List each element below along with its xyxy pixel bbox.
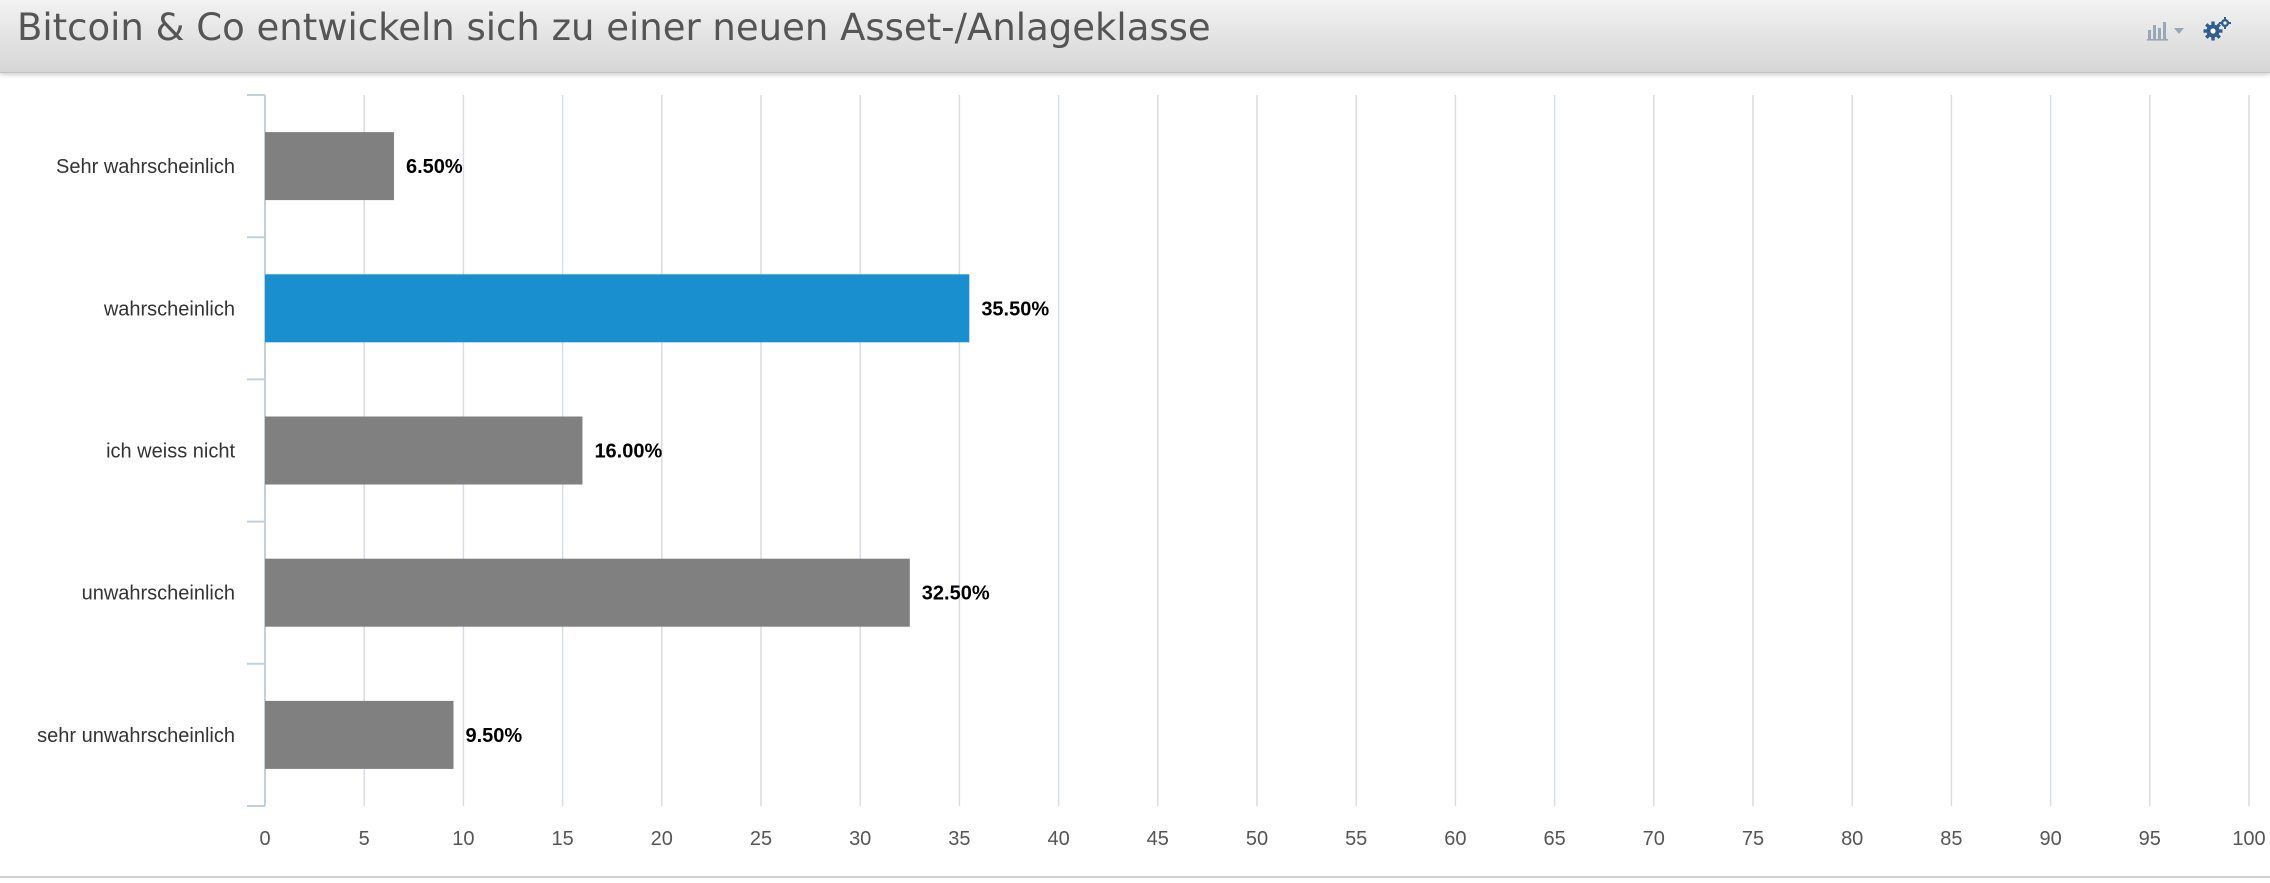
x-tick-label: 80 bbox=[1841, 828, 1863, 850]
category-label: unwahrscheinlich bbox=[82, 583, 235, 605]
x-tick-label: 95 bbox=[2139, 828, 2161, 850]
bar-chart: 0 5 10 15 20 25 30 35 40 45 50 55 60 65 70 75 80 85 90 95 10… bbox=[37, 94, 2266, 850]
category-label: Sehr wahrscheinlich bbox=[56, 156, 235, 178]
settings-button[interactable] bbox=[2202, 16, 2232, 44]
data-label: 35.50% bbox=[981, 298, 1049, 320]
x-tick-label: 15 bbox=[551, 828, 573, 850]
x-tick-label: 70 bbox=[1643, 828, 1665, 850]
category-label: sehr unwahrscheinlich bbox=[37, 725, 235, 747]
chart-area: 0 5 10 15 20 25 30 35 40 45 50 55 60 65 70 75 80 85 90 95 10… bbox=[0, 73, 2270, 878]
chart-header: Bitcoin & Co entwickeln sich zu einer ne… bbox=[0, 0, 2270, 73]
caret-down-icon bbox=[2174, 28, 2184, 34]
bar-chart-icon bbox=[2147, 22, 2168, 41]
bar[interactable] bbox=[265, 132, 394, 201]
x-tick-label: 45 bbox=[1147, 828, 1169, 850]
chart-type-button[interactable] bbox=[2146, 19, 2186, 41]
x-tick-label: 0 bbox=[259, 828, 270, 850]
x-tick-label: 100 bbox=[2232, 828, 2265, 850]
x-tick-label: 5 bbox=[359, 828, 370, 850]
x-tick-label: 20 bbox=[651, 828, 673, 850]
category-label: ich weiss nicht bbox=[106, 441, 235, 463]
x-tick-label: 40 bbox=[1047, 828, 1069, 850]
x-tick-label: 35 bbox=[948, 828, 970, 850]
category-label: wahrscheinlich bbox=[103, 298, 235, 320]
bar[interactable] bbox=[265, 416, 583, 485]
bottom-border bbox=[0, 876, 2270, 878]
data-label: 32.50% bbox=[922, 583, 990, 605]
data-label: 16.00% bbox=[594, 441, 662, 463]
data-label: 6.50% bbox=[406, 156, 463, 178]
x-tick-label: 30 bbox=[849, 828, 871, 850]
bar[interactable] bbox=[265, 700, 454, 769]
x-tick-label: 10 bbox=[452, 828, 474, 850]
data-label: 9.50% bbox=[465, 725, 522, 747]
bar[interactable] bbox=[265, 558, 910, 627]
x-tick-label: 85 bbox=[1940, 828, 1962, 850]
x-tick-label: 50 bbox=[1246, 828, 1268, 850]
x-tick-label: 25 bbox=[750, 828, 772, 850]
x-tick-label: 75 bbox=[1742, 828, 1764, 850]
x-tick-label: 65 bbox=[1543, 828, 1565, 850]
bar[interactable] bbox=[265, 274, 970, 343]
chart-toolbar bbox=[2146, 14, 2232, 46]
x-tick-label: 60 bbox=[1444, 828, 1466, 850]
gears-icon bbox=[2203, 17, 2231, 41]
x-tick-label: 90 bbox=[2039, 828, 2061, 850]
chart-title: Bitcoin & Co entwickeln sich zu einer ne… bbox=[17, 6, 1211, 49]
x-tick-label: 55 bbox=[1345, 828, 1367, 850]
